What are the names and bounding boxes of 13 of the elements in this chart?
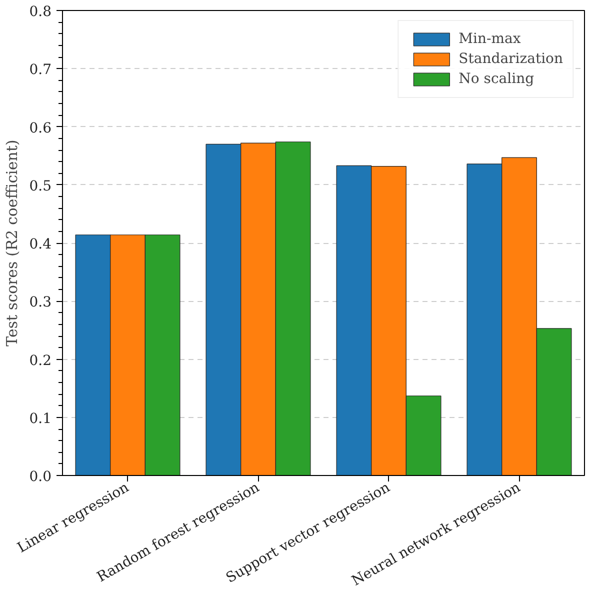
legend-label: Min-max	[458, 31, 521, 47]
legend-label: Standarization	[458, 51, 563, 67]
y-axis-title: Test scores (R2 coefficient)	[3, 140, 22, 346]
y-tick-label: 0.4	[29, 236, 52, 252]
y-tick-label: 0.7	[29, 62, 52, 78]
y-tick-label: 0.0	[29, 469, 52, 485]
y-tick-label: 0.2	[29, 352, 52, 369]
y-tick-label: 0.1	[29, 410, 52, 427]
y-tick-label: 0.3	[29, 294, 52, 311]
y-tick-label: 0.6	[29, 120, 52, 136]
legend-label: No scaling	[458, 71, 534, 87]
y-tick-label: 0.5	[29, 178, 52, 194]
y-tick-label: 0.8	[29, 4, 52, 20]
